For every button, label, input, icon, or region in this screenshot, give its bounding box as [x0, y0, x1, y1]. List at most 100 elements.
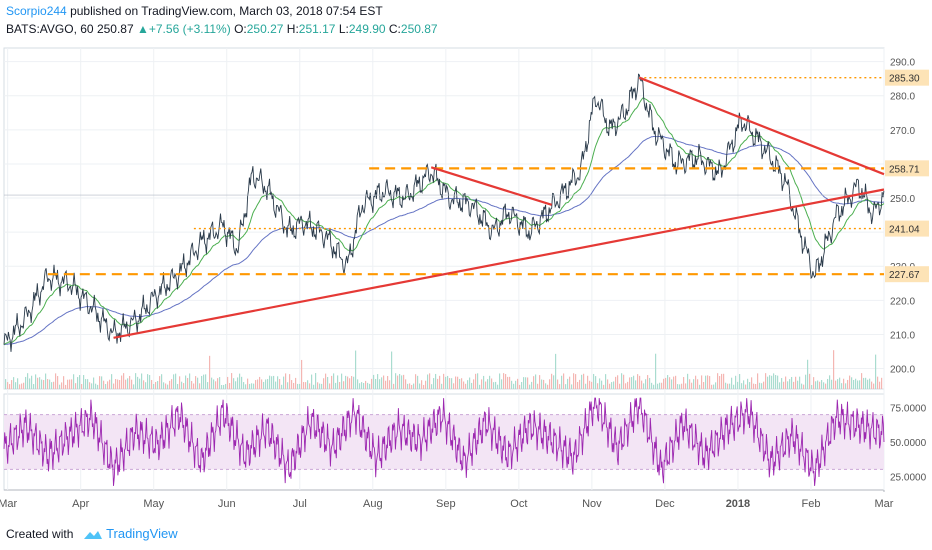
volume-bar [297, 383, 299, 389]
volume-bar [833, 350, 835, 389]
volume-bar [129, 375, 131, 389]
volume-bar [727, 383, 729, 389]
volume-bar [103, 380, 105, 389]
close-value: 250.87 [400, 22, 438, 36]
volume-bar [477, 373, 479, 389]
volume-bar [59, 384, 61, 389]
volume-bar [497, 384, 499, 389]
volume-bar [225, 383, 227, 389]
volume-bar [139, 378, 141, 389]
symbol-label: BATS:AVGO, 60 [6, 22, 94, 36]
volume-bar [317, 382, 319, 389]
volume-bar [307, 380, 309, 389]
volume-bar [571, 384, 573, 389]
publish-line: Scorpio244 published on TradingView.com,… [6, 4, 383, 18]
chart-area[interactable]: 200.0210.0220.0230.0240.0250.0260.0270.0… [0, 44, 932, 520]
volume-bar [769, 375, 771, 389]
volume-bar [699, 384, 701, 389]
volume-bar [181, 381, 183, 389]
volume-bar [115, 379, 117, 389]
chart-svg[interactable]: 200.0210.0220.0230.0240.0250.0260.0270.0… [0, 44, 932, 520]
volume-bar [683, 377, 685, 389]
volume-bar [433, 378, 435, 389]
volume-bar [519, 384, 521, 389]
volume-bar [521, 382, 523, 389]
volume-bar [157, 381, 159, 389]
volume-bar [293, 382, 295, 389]
volume-bar [257, 379, 259, 389]
volume-bar [509, 376, 511, 389]
price-tick-label: 290.0 [890, 58, 915, 69]
volume-bar [843, 378, 845, 389]
volume-bar [325, 373, 327, 389]
volume-bar [507, 376, 509, 389]
author-link[interactable]: Scorpio244 [6, 4, 67, 18]
price-level-label: 258.71 [889, 164, 920, 175]
volume-bar [711, 384, 713, 389]
volume-bar [373, 374, 375, 389]
volume-bar [713, 384, 715, 389]
volume-bar [5, 379, 7, 389]
volume-bar [655, 353, 657, 389]
volume-bar [533, 376, 535, 389]
volume-bar [743, 380, 745, 389]
volume-bar [465, 383, 467, 389]
volume-bar [275, 381, 277, 389]
volume-bar [119, 380, 121, 389]
time-tick-label: Jul [293, 498, 307, 510]
volume-bar [537, 383, 539, 389]
volume-bar [335, 382, 337, 389]
rsi-tick-label: 75.0000 [890, 404, 927, 415]
volume-bar [443, 373, 445, 389]
volume-bar [771, 375, 773, 389]
volume-bar [23, 382, 25, 389]
volume-bar [175, 373, 177, 389]
volume-bar [135, 373, 137, 389]
up-arrow-icon: ▲ [136, 22, 149, 36]
volume-bar [283, 376, 285, 389]
volume-bar [529, 384, 531, 389]
volume-bar [863, 377, 865, 389]
volume-bar [553, 375, 555, 389]
volume-bar [605, 374, 607, 389]
volume-bar [587, 375, 589, 389]
volume-bar [445, 376, 447, 389]
volume-bar [539, 375, 541, 389]
tradingview-link[interactable]: TradingView [106, 526, 178, 541]
volume-bar [21, 383, 23, 389]
volume-bar [511, 380, 513, 389]
volume-bar [303, 382, 305, 389]
price-tick-label: 200.0 [890, 365, 915, 376]
volume-bar [823, 382, 825, 389]
volume-bar [299, 383, 301, 389]
volume-bar [227, 376, 229, 389]
volume-bar [481, 379, 483, 389]
volume-bar [241, 376, 243, 389]
volume-bar [541, 379, 543, 389]
volume-bar [369, 383, 371, 389]
volume-bar [531, 381, 533, 389]
volume-bar [137, 376, 139, 389]
volume-bar [861, 373, 863, 389]
volume-bar [435, 373, 437, 389]
volume-bar [749, 382, 751, 389]
time-tick-label: Mar [0, 498, 17, 510]
volume-bar [483, 375, 485, 389]
volume-bar [145, 382, 147, 389]
volume-bar [745, 384, 747, 389]
volume-bar [339, 382, 341, 389]
volume-bar [365, 380, 367, 389]
volume-bar [705, 375, 707, 389]
volume-bar [635, 380, 637, 389]
volume-bar [627, 381, 629, 389]
volume-bar [295, 377, 297, 389]
volume-bar [69, 379, 71, 389]
volume-bar [247, 378, 249, 389]
volume-bar [253, 383, 255, 389]
volume-bar [259, 376, 261, 389]
volume-bar [251, 383, 253, 389]
volume-bar [141, 373, 143, 389]
volume-bar [95, 383, 97, 389]
volume-bar [817, 380, 819, 389]
volume-bar [669, 377, 671, 389]
